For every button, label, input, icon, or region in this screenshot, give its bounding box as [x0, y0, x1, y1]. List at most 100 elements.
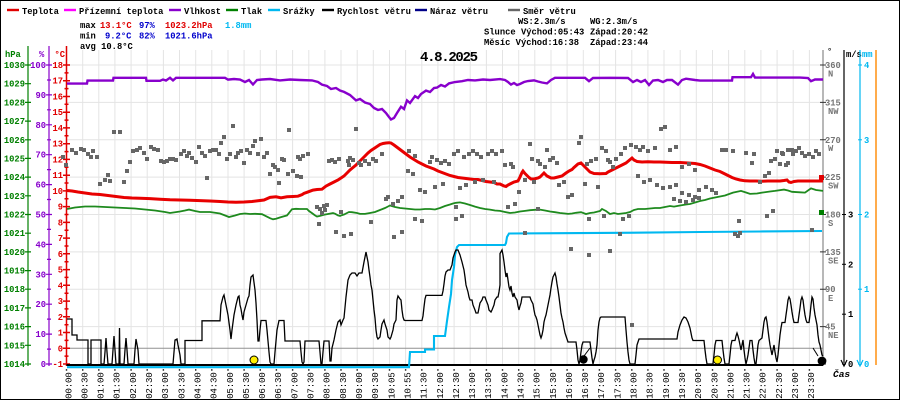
svg-text:80: 80: [35, 121, 46, 131]
svg-text:180: 180: [825, 211, 841, 221]
svg-text:16: 16: [52, 93, 63, 103]
svg-text:mm: mm: [862, 50, 873, 60]
svg-text:05:00: 05:00: [225, 373, 236, 399]
svg-text:Směr větru: Směr větru: [523, 7, 576, 17]
svg-text:N: N: [828, 70, 833, 80]
svg-text:1024: 1024: [4, 173, 26, 183]
svg-text:11:30: 11:30: [419, 373, 430, 399]
svg-text:360: 360: [825, 61, 841, 71]
svg-text:2: 2: [58, 313, 63, 323]
svg-text:W: W: [828, 144, 834, 154]
svg-text:97%: 97%: [139, 21, 156, 31]
svg-text:Měsíc Východ:16:38: Měsíc Východ:16:38: [484, 38, 579, 48]
svg-text:Slunce Východ:05:43: Slunce Východ:05:43: [484, 28, 584, 38]
svg-text:135: 135: [825, 248, 841, 258]
svg-text:Srážky: Srážky: [283, 7, 315, 17]
svg-text:16:30: 16:30: [580, 373, 591, 399]
svg-text:21:00: 21:00: [725, 373, 736, 399]
svg-text:Vlhkost: Vlhkost: [184, 7, 221, 17]
svg-text:1018: 1018: [4, 285, 25, 295]
svg-text:01:30: 01:30: [112, 373, 123, 399]
svg-text:03:30: 03:30: [176, 373, 187, 399]
svg-text:17:00: 17:00: [596, 373, 607, 399]
svg-text:0: 0: [864, 360, 869, 370]
svg-text:12:00: 12:00: [435, 373, 446, 399]
svg-text:WG:2.3m/s: WG:2.3m/s: [590, 17, 638, 27]
svg-text:00:30: 00:30: [80, 373, 91, 399]
svg-text:06:30: 06:30: [273, 373, 284, 399]
svg-text:10: 10: [52, 187, 63, 197]
svg-text:13.1°C: 13.1°C: [100, 21, 132, 31]
svg-text:17: 17: [52, 77, 63, 87]
svg-text:10:05: 10:05: [386, 373, 397, 399]
svg-text:00:00: 00:00: [63, 373, 74, 399]
svg-text:2: 2: [864, 211, 869, 221]
svg-text:02:30: 02:30: [144, 373, 155, 399]
svg-text:03:00: 03:00: [160, 373, 171, 399]
svg-text:08:30: 08:30: [338, 373, 349, 399]
svg-text:13:00: 13:00: [467, 373, 478, 399]
svg-text:0: 0: [41, 360, 46, 370]
svg-text:4: 4: [864, 61, 870, 71]
svg-text:3: 3: [848, 211, 853, 221]
svg-text:9: 9: [58, 203, 63, 213]
svg-text:Západ:23:44: Západ:23:44: [590, 38, 649, 48]
svg-text:09:30: 09:30: [370, 373, 381, 399]
svg-text:08:00: 08:00: [322, 373, 333, 399]
svg-text:270: 270: [825, 136, 841, 146]
svg-text:70: 70: [35, 151, 46, 161]
svg-text:20:30: 20:30: [709, 373, 720, 399]
svg-text:2: 2: [848, 260, 853, 270]
svg-text:7: 7: [58, 234, 63, 244]
svg-text:1016: 1016: [4, 323, 25, 333]
svg-text:14:00: 14:00: [499, 373, 510, 399]
svg-text:07:00: 07:00: [289, 373, 300, 399]
svg-text:18: 18: [52, 61, 63, 71]
svg-text:82%: 82%: [139, 32, 156, 42]
svg-text:20:00: 20:00: [693, 373, 704, 399]
svg-text:50: 50: [35, 211, 46, 221]
svg-text:9.2°C: 9.2°C: [105, 32, 132, 42]
svg-text:1.8mm: 1.8mm: [225, 21, 251, 31]
svg-text:°: °: [827, 47, 832, 57]
svg-text:4: 4: [58, 281, 64, 291]
svg-text:22:00: 22:00: [758, 373, 769, 399]
svg-text:02:00: 02:00: [128, 373, 139, 399]
svg-text:Čas: Čas: [833, 369, 850, 380]
svg-text:17:30: 17:30: [612, 373, 623, 399]
svg-text:04:30: 04:30: [209, 373, 220, 399]
svg-text:04:00: 04:00: [193, 373, 204, 399]
svg-text:1021: 1021: [4, 229, 25, 239]
svg-text:01:00: 01:00: [96, 373, 107, 399]
svg-text:4.8.2025: 4.8.2025: [420, 50, 478, 66]
svg-text:m/s: m/s: [846, 50, 862, 60]
svg-text:1026: 1026: [4, 136, 25, 146]
svg-text:19:30: 19:30: [677, 373, 688, 399]
svg-text:45: 45: [825, 323, 836, 333]
svg-text:Přízemní teplota: Přízemní teplota: [79, 7, 164, 17]
svg-text:SW: SW: [828, 182, 839, 192]
svg-text:1023.2hPa: 1023.2hPa: [165, 21, 213, 31]
svg-text:1: 1: [58, 329, 63, 339]
svg-text:21:30: 21:30: [742, 373, 753, 399]
svg-text:1028: 1028: [4, 98, 25, 108]
svg-text:1030: 1030: [4, 61, 25, 71]
svg-text:1014: 1014: [4, 360, 26, 370]
svg-text:07:30: 07:30: [306, 373, 317, 399]
svg-text:Náraz větru: Náraz větru: [430, 7, 488, 17]
svg-text:6: 6: [58, 250, 63, 260]
svg-text:100: 100: [30, 61, 46, 71]
svg-text:09:00: 09:00: [354, 373, 365, 399]
svg-text:avg 10.8°C: avg 10.8°C: [80, 42, 134, 52]
svg-text:315: 315: [825, 98, 841, 108]
svg-text:°C: °C: [55, 50, 66, 60]
svg-text:max: max: [80, 21, 97, 31]
svg-text:15:30: 15:30: [548, 373, 559, 399]
svg-text:10:55: 10:55: [402, 373, 413, 399]
svg-text:40: 40: [35, 240, 46, 250]
svg-text:1025: 1025: [4, 154, 25, 164]
svg-text:1023: 1023: [4, 192, 25, 202]
svg-text:60: 60: [35, 181, 46, 191]
svg-text:19:00: 19:00: [661, 373, 672, 399]
svg-text:13: 13: [52, 140, 63, 150]
